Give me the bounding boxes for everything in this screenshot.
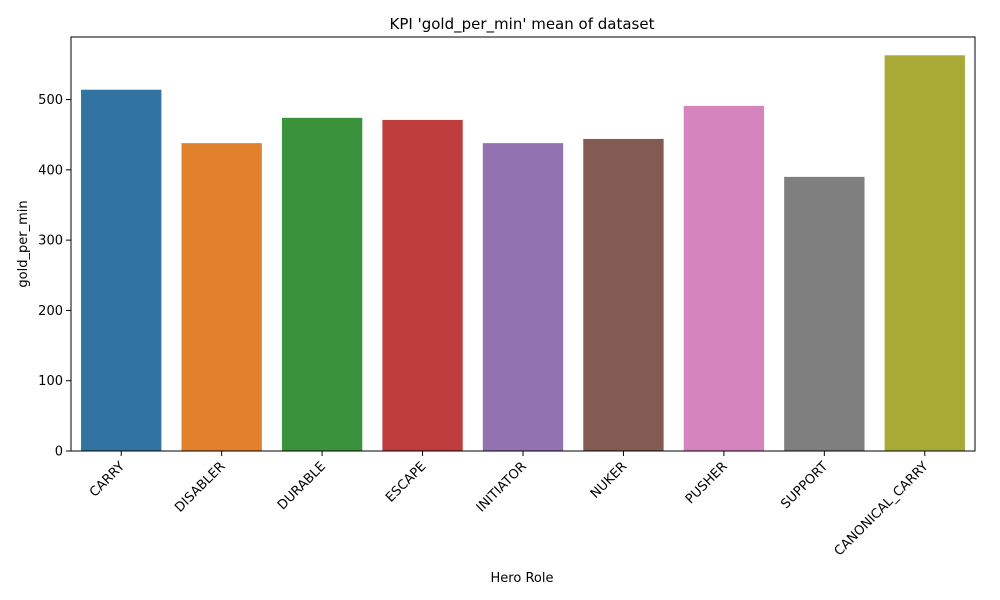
x-tick-label: PUSHER [683, 459, 731, 507]
bar-durable [281, 117, 363, 451]
x-tick-label: CANONICAL_CARRY [832, 459, 932, 559]
x-tick-label: INITIATOR [474, 459, 530, 515]
x-axis-label: Hero Role [491, 571, 554, 586]
y-tick-label: 0 [55, 445, 63, 460]
y-tick-label: 100 [38, 374, 63, 389]
bar-initiator [482, 143, 564, 451]
y-axis: 0 100 200 300 400 500 [38, 93, 71, 460]
bar-disabler [181, 143, 262, 451]
y-axis-label: gold_per_min [16, 200, 31, 287]
y-tick-label: 400 [38, 163, 63, 178]
bar-nuker [583, 138, 664, 452]
x-tick-label: NUKER [588, 459, 630, 501]
x-tick-label: ESCAPE [383, 459, 429, 505]
y-tick-label: 300 [38, 234, 63, 249]
bar-escape [382, 119, 463, 451]
bar-canonical-carry [884, 55, 965, 451]
bar-support [784, 176, 865, 451]
x-tick-label: DISABLER [172, 459, 228, 515]
chart-title: KPI 'gold_per_min' mean of dataset [390, 15, 655, 34]
plot-area [70, 36, 976, 452]
x-axis: CARRY DISABLER DURABLE ESCAPE INITIATOR NUKER… [87, 451, 932, 559]
y-tick-label: 500 [38, 93, 63, 108]
bar-carry [81, 89, 162, 451]
bar-pusher [683, 105, 765, 451]
y-tick-label: 200 [38, 304, 63, 319]
x-tick-label: DURABLE [275, 459, 329, 513]
x-tick-label: SUPPORT [778, 459, 831, 512]
x-tick-label: CARRY [87, 459, 128, 500]
